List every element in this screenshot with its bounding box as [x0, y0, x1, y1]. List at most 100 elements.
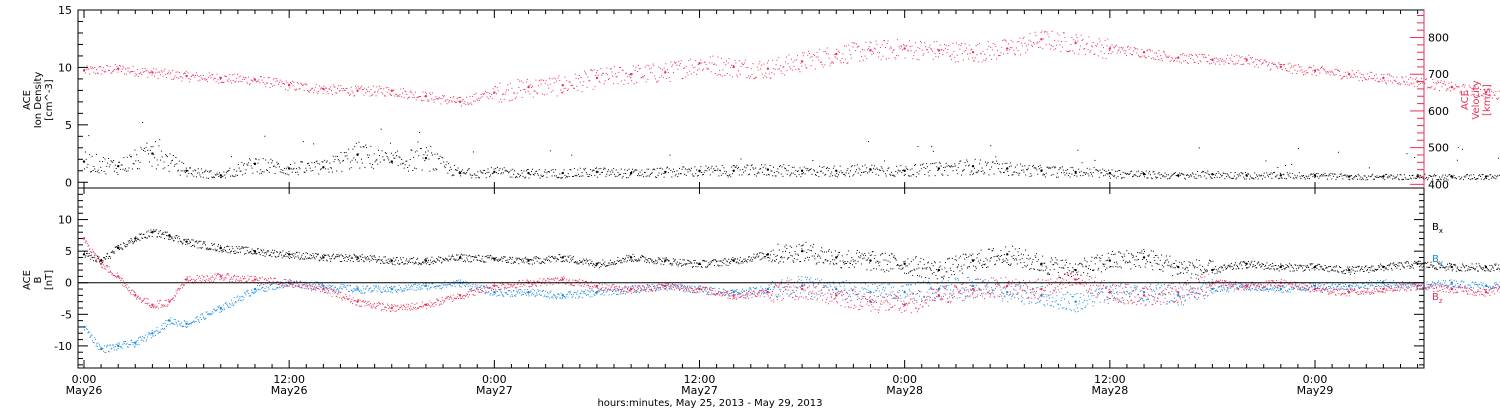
scatter-dot: [460, 255, 462, 257]
scatter-dot: [187, 243, 189, 245]
scatter-dot: [616, 175, 618, 177]
scatter-dot: [903, 174, 905, 176]
scatter-dot: [1116, 52, 1118, 54]
scatter-dot: [484, 93, 486, 95]
scatter-dot: [157, 77, 159, 79]
scatter-dot: [994, 163, 996, 165]
scatter-dot: [87, 255, 89, 257]
scatter-dot: [684, 173, 686, 175]
scatter-dot: [176, 76, 178, 78]
data-point: [937, 167, 941, 170]
scatter-dot: [1413, 82, 1415, 84]
scatter-dot: [1012, 41, 1014, 43]
scatter-dot: [166, 73, 168, 75]
scatter-dot: [102, 67, 104, 69]
scatter-dot: [1487, 89, 1489, 91]
scatter-dot: [623, 84, 625, 86]
scatter-dot: [625, 73, 627, 75]
scatter-dot: [548, 255, 550, 257]
scatter-dot: [708, 62, 710, 64]
scatter-dot: [334, 257, 336, 259]
scatter-dot: [269, 254, 271, 256]
scatter-dot: [945, 162, 947, 164]
scatter-dot: [1490, 88, 1492, 90]
scatter-dot: [759, 61, 761, 63]
scatter-dot: [406, 93, 408, 95]
scatter-dot: [976, 172, 978, 174]
scatter-dot: [1444, 84, 1446, 86]
scatter-dot: [550, 261, 552, 263]
scatter-dot: [1479, 175, 1481, 177]
scatter-dot: [905, 166, 907, 168]
scatter-dot: [376, 86, 378, 88]
scatter-dot: [286, 255, 288, 257]
scatter-dot: [897, 55, 899, 57]
scatter-dot: [409, 158, 411, 160]
scatter-dot: [137, 160, 139, 162]
scatter-dot: [331, 255, 333, 257]
scatter-dot: [1215, 172, 1217, 174]
scatter-dot: [1117, 175, 1119, 177]
scatter-dot: [1188, 176, 1190, 178]
scatter-dot: [1102, 57, 1104, 59]
scatter-dot: [373, 259, 375, 261]
scatter-dot: [1115, 177, 1117, 179]
scatter-dot: [857, 172, 859, 174]
scatter-dot: [131, 241, 133, 243]
scatter-dot: [553, 171, 555, 173]
scatter-dot: [265, 86, 267, 88]
scatter-dot: [587, 76, 589, 78]
scatter-dot: [101, 73, 103, 75]
scatter-dot: [949, 55, 951, 57]
scatter-dot: [855, 43, 857, 45]
scatter-dot: [656, 167, 658, 169]
scatter-dot: [1377, 81, 1379, 83]
scatter-dot: [473, 256, 475, 258]
scatter-dot: [322, 161, 324, 163]
scatter-dot: [388, 263, 390, 265]
scatter-dot: [999, 170, 1001, 172]
scatter-dot: [503, 256, 505, 258]
scatter-dot: [481, 258, 483, 260]
scatter-dot: [254, 78, 256, 80]
scatter-dot: [248, 252, 250, 254]
scatter-dot: [403, 97, 405, 99]
scatter-dot: [556, 258, 558, 260]
scatter-dot: [546, 93, 548, 95]
scatter-dot: [1211, 59, 1213, 61]
scatter-dot: [462, 98, 464, 100]
scatter-dot: [1326, 71, 1328, 73]
scatter-dot: [278, 255, 280, 257]
scatter-dot: [390, 152, 392, 154]
scatter-dot: [244, 172, 246, 174]
scatter-dot: [290, 168, 292, 170]
scatter-dot: [294, 88, 296, 90]
scatter-dot: [1299, 176, 1301, 178]
scatter-dot: [125, 243, 127, 245]
scatter-dot: [806, 169, 808, 171]
scatter-dot: [1185, 55, 1187, 57]
scatter-dot: [449, 258, 451, 260]
scatter-dot: [224, 249, 226, 251]
scatter-dot: [551, 255, 553, 257]
scatter-dot: [1203, 54, 1205, 56]
scatter-dot: [361, 162, 363, 164]
scatter-dot: [330, 260, 332, 262]
scatter-dot: [1233, 56, 1235, 58]
scatter-dot: [103, 171, 105, 173]
scatter-dot: [348, 255, 350, 257]
scatter-dot: [1370, 78, 1372, 80]
scatter-dot: [974, 158, 976, 160]
scatter-dot: [1176, 175, 1178, 177]
scatter-dot: [965, 165, 967, 167]
scatter-dot: [1166, 56, 1168, 58]
scatter-dot: [397, 165, 399, 167]
scatter-dot: [202, 243, 204, 245]
scatter-dot: [346, 260, 348, 262]
scatter-dot: [418, 96, 420, 98]
scatter-dot: [203, 242, 205, 244]
scatter-dot: [1126, 46, 1128, 48]
scatter-dot: [109, 164, 111, 166]
scatter-dot: [191, 239, 193, 241]
scatter-dot: [821, 166, 823, 168]
